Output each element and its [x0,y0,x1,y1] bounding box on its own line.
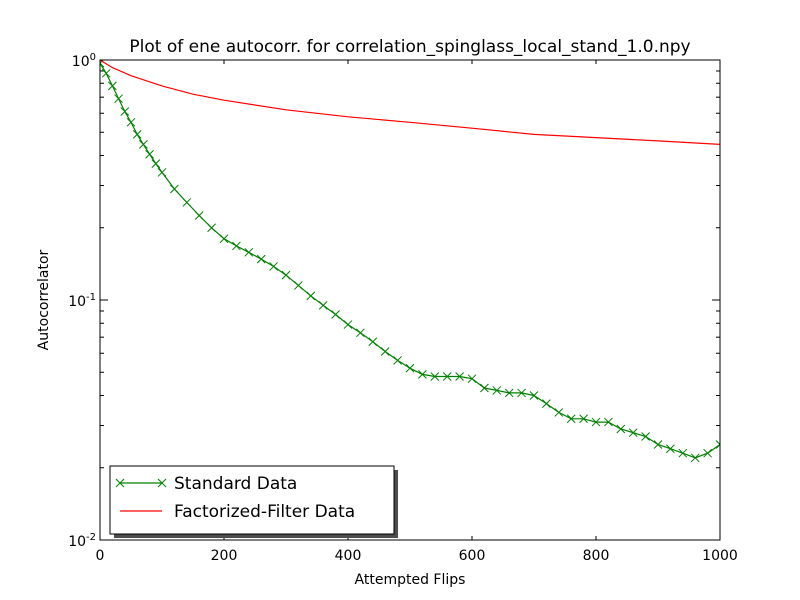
data-point-marker [232,241,241,251]
data-point-marker [194,211,204,220]
data-point-marker [418,369,427,379]
x-tick-label: 200 [211,548,238,564]
x-tick-label: 600 [459,548,486,564]
data-point-marker [504,388,514,398]
data-point-marker [132,129,142,139]
data-point-marker [380,347,390,356]
data-point-marker [690,453,700,463]
data-point-marker [566,414,576,424]
legend-marker [157,478,167,488]
data-point-marker [480,383,489,393]
x-tick-label: 400 [335,548,362,564]
data-point-marker [529,391,539,400]
data-point-marker [641,432,650,441]
x-tick-label: 1000 [702,548,738,564]
data-point-marker [244,247,254,257]
data-point-marker [318,300,328,310]
data-point-marker [108,81,117,91]
data-point-marker [604,417,613,427]
data-point-marker [101,68,111,78]
data-point-marker [542,399,551,408]
data-point-marker [554,408,564,417]
y-axis-label: Autocorrelator [36,249,52,350]
data-point-marker [219,234,229,244]
data-point-marker [405,363,415,373]
legend-label: Factorized-Filter Data [174,502,355,522]
y-tick-label: 10-1 [68,292,96,310]
data-point-marker [368,337,378,347]
data-point-marker [100,60,105,68]
data-point-marker [678,448,688,458]
data-point-marker [653,440,663,449]
axes-background [100,60,720,540]
data-point-marker [591,417,601,427]
series-line-factorized [100,60,720,145]
data-point-marker [331,310,340,319]
data-point-marker [170,184,179,194]
data-point-marker [269,262,278,271]
data-point-marker [356,328,365,338]
data-point-marker [715,440,720,449]
axes-frame [99,59,721,541]
data-point-marker [157,168,167,177]
legend-label: Standard Data [174,474,297,494]
x-axis-label: Attempted Flips [355,572,466,588]
y-tick-label: 100 [72,52,96,70]
y-tick-label: 10-2 [68,532,96,550]
data-point-marker [492,386,502,395]
legend-marker [115,478,125,488]
data-point-marker [306,291,316,301]
data-point-marker [666,444,675,454]
data-point-marker [126,117,136,127]
chart-title: Plot of ene autocorr. for correlation_sp… [129,37,690,57]
series-group [100,60,720,463]
data-point-marker [182,198,192,207]
data-point-marker [455,372,464,381]
x-tick-label: 800 [583,548,610,564]
data-point-marker [151,159,161,168]
data-point-marker [114,94,123,104]
data-point-marker [207,223,216,233]
plot-area: 0 200 400 600 800 1000 100 10-1 10-2 Standard Dat… [68,52,738,564]
data-point-marker [393,356,402,365]
data-point-marker [256,254,266,264]
data-point-marker [343,320,353,329]
data-point-marker [139,140,148,149]
data-point-marker [145,149,154,159]
data-point-marker [120,107,130,116]
data-point-marker [579,414,588,424]
data-point-marker [517,388,526,398]
data-point-marker [442,372,452,381]
data-point-marker [467,374,477,384]
data-point-marker [281,270,291,280]
data-point-marker [294,281,303,290]
data-point-marker [430,372,440,381]
legend-box [109,465,395,535]
data-point-marker [703,448,712,458]
x-tick-label: 0 [96,548,105,564]
data-point-marker [628,428,638,438]
data-point-marker [616,424,626,434]
